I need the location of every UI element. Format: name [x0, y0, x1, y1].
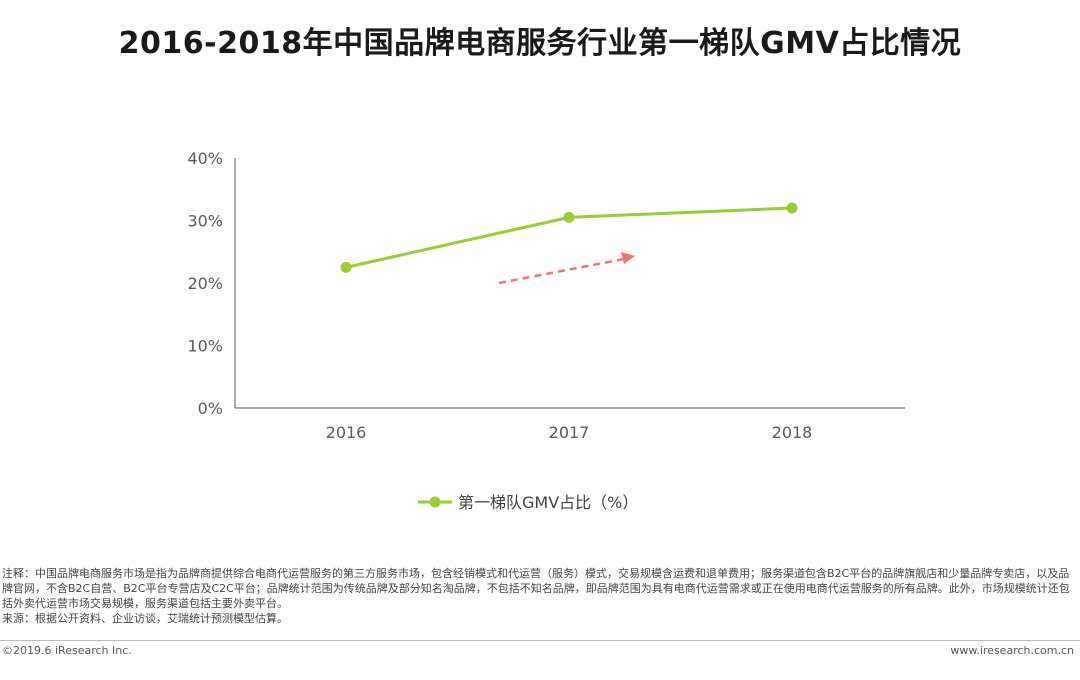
y-tick-label: 10%: [187, 337, 223, 356]
notes: 注释：中国品牌电商服务市场是指为品牌商提供综合电商代运营服务的第三方服务市场，包…: [2, 566, 1076, 626]
x-tick-label: 2017: [549, 423, 590, 442]
series-layer: [340, 202, 798, 273]
trend-arrow-head: [621, 252, 635, 264]
legend-label: 第一梯队GMV占比（%）: [458, 493, 638, 512]
y-axis: 0% 10% 20% 30% 40%: [187, 149, 236, 418]
footer-divider: [0, 640, 1080, 641]
trend-arrow: [498, 252, 635, 285]
x-tick-label: 2018: [772, 423, 813, 442]
data-point: [340, 261, 352, 273]
website: www.iresearch.com.cn: [950, 644, 1074, 657]
x-tick-label: 2016: [326, 423, 367, 442]
copyright: ©2019.6 iResearch Inc.: [2, 644, 132, 657]
y-tick-label: 20%: [187, 274, 223, 293]
y-tick-label: 0%: [198, 399, 223, 418]
legend-marker: [429, 496, 441, 508]
data-point: [563, 211, 575, 223]
data-point: [786, 202, 798, 214]
x-axis: 2016 2017 2018: [235, 407, 905, 442]
trend-arrow-line: [498, 257, 625, 285]
y-tick-label: 40%: [187, 149, 223, 168]
chart-title: 2016-2018年中国品牌电商服务行业第一梯队GMV占比情况: [118, 26, 962, 61]
line-chart: 0% 10% 20% 30% 40% 2016 2017 2018 第一梯队GMV占比（%）: [187, 149, 905, 512]
y-tick-label: 30%: [187, 212, 223, 231]
legend: 第一梯队GMV占比（%）: [418, 493, 638, 512]
note-text: 注释：中国品牌电商服务市场是指为品牌商提供综合电商代运营服务的第三方服务市场，包…: [2, 567, 1070, 610]
source-text: 来源：根据公开资料、企业访谈，艾瑞统计预测模型估算。: [2, 612, 288, 625]
